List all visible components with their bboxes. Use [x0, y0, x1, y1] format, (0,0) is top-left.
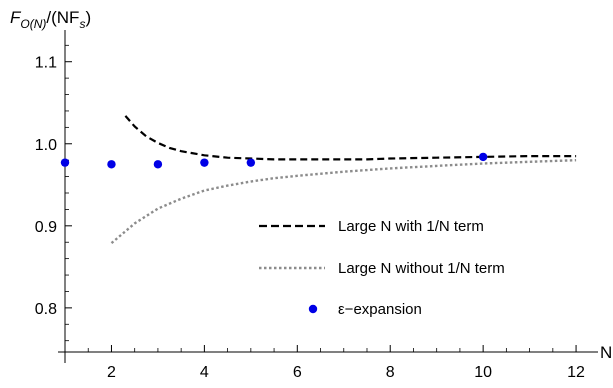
x-tick-label: 12	[567, 364, 585, 381]
data-point	[153, 160, 163, 169]
y-axis-title: FO(N)/(NFs)	[10, 8, 91, 31]
data-point	[200, 158, 209, 167]
axes	[58, 30, 598, 363]
data-point	[60, 158, 70, 167]
y-tick-label: 0.8	[35, 301, 57, 318]
data-point	[246, 158, 256, 167]
legend-marker	[308, 304, 318, 314]
x-axis-title: N	[600, 343, 612, 362]
x-tick-label: 4	[200, 364, 209, 381]
series-line	[110, 159, 577, 245]
legend: Large N with 1/N term Large N without 1/N…	[259, 218, 505, 318]
x-tick-label: 10	[474, 364, 492, 381]
data-point	[478, 152, 488, 162]
legend-label: Large N with 1/N term	[338, 218, 484, 235]
legend-label: ε−expansion	[338, 301, 422, 318]
legend-label: Large N without 1/N term	[338, 260, 505, 277]
series-line	[124, 115, 577, 161]
axis-titles: FO(N)/(NFs) N	[10, 8, 612, 362]
y-tick-label: 0.9	[35, 219, 57, 236]
x-tick-label: 6	[293, 364, 302, 381]
ticks: 2 4 6 8 10 12 0.8 0.9 1.0 1.1	[35, 44, 585, 381]
x-tick-label: 8	[386, 364, 395, 381]
x-tick-label: 2	[107, 364, 116, 381]
y-tick-label: 1.1	[35, 55, 57, 72]
data-point	[107, 160, 116, 169]
y-tick-label: 1.0	[35, 137, 57, 154]
series-layer	[60, 115, 577, 245]
